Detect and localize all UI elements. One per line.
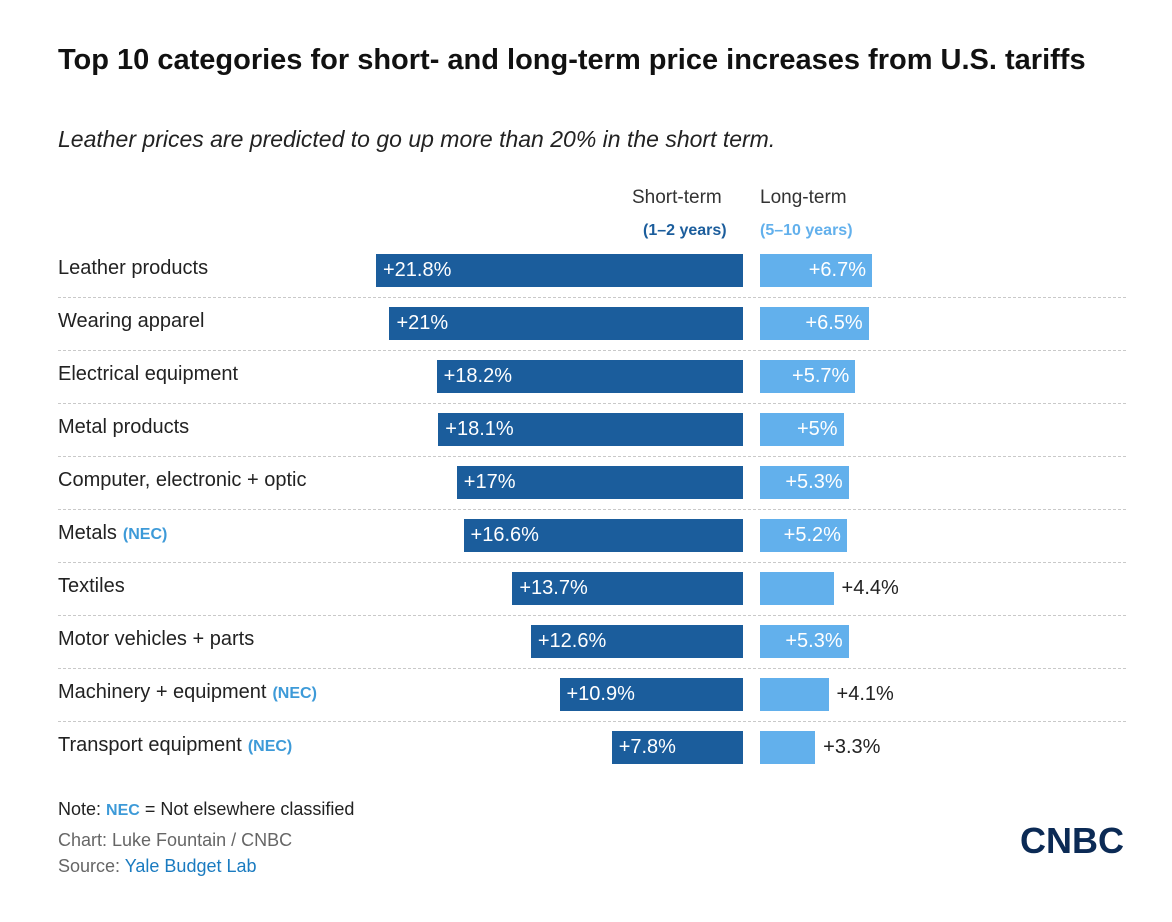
nec-tag: (NEC) xyxy=(122,526,168,543)
category-name: Transport equipment xyxy=(58,734,242,756)
category-label: Machinery + equipment (NEC) xyxy=(58,681,317,704)
long-term-value-label: +5% xyxy=(797,418,838,440)
long-term-bar xyxy=(760,625,849,658)
long-term-value-label: +4.1% xyxy=(836,683,894,705)
row-divider xyxy=(58,615,1126,616)
nec-tag: (NEC) xyxy=(272,685,317,702)
long-term-value-label: +5.7% xyxy=(792,365,850,387)
category-label: Leather products xyxy=(58,257,208,280)
note: Note: NEC = Not elsewhere classified xyxy=(58,799,354,820)
short-term-bar xyxy=(530,625,743,658)
short-term-bar xyxy=(389,307,743,340)
category-label: Computer, electronic + optic xyxy=(58,469,306,492)
long-term-header: Long-term xyxy=(760,187,847,208)
short-term-bar xyxy=(376,254,743,287)
long-term-value-label: +3.3% xyxy=(823,736,881,758)
chart-subtitle: Leather prices are predicted to go up mo… xyxy=(58,126,776,152)
long-term-bar xyxy=(760,413,844,446)
row-divider xyxy=(58,350,1126,351)
category-label: Electrical equipment xyxy=(58,363,238,386)
source-prefix: Source: xyxy=(58,856,121,876)
row-divider xyxy=(58,509,1126,510)
category-name: Metal products xyxy=(58,416,190,438)
chart-credit: Chart: Luke Fountain / CNBC xyxy=(58,830,293,850)
short-term-header: Short-term xyxy=(632,187,722,208)
short-term-value-label: +13.7% xyxy=(519,577,588,599)
short-term-value-label: +18.1% xyxy=(445,418,514,440)
short-term-value-label: +16.6% xyxy=(470,524,539,546)
category-label: Metal products xyxy=(58,416,189,439)
long-term-range: (5–10 years) xyxy=(760,222,853,239)
long-term-bar xyxy=(760,466,849,499)
category-label: Motor vehicles + parts xyxy=(58,628,254,651)
short-term-range: (1–2 years) xyxy=(643,222,727,239)
cnbc-logo-icon: CNBC xyxy=(1020,820,1124,860)
category-name: Leather products xyxy=(58,257,209,279)
row-divider xyxy=(58,721,1126,722)
long-term-value-label: +5.2% xyxy=(783,524,841,546)
category-name: Computer, electronic + optic xyxy=(58,469,307,491)
row-divider xyxy=(58,403,1126,404)
source-link[interactable]: Yale Budget Lab xyxy=(124,856,257,876)
short-term-bar xyxy=(438,413,743,446)
long-term-value-label: +5.3% xyxy=(785,630,843,652)
short-term-bar xyxy=(512,572,743,605)
row-divider xyxy=(58,668,1126,669)
long-term-bar xyxy=(760,678,829,711)
short-term-bar xyxy=(463,519,743,552)
category-name: Motor vehicles + parts xyxy=(58,628,255,650)
category-name: Electrical equipment xyxy=(58,363,239,385)
category-name: Metals xyxy=(58,522,117,544)
category-label: Metals (NEC) xyxy=(58,522,167,545)
short-term-value-label: +10.9% xyxy=(566,683,635,705)
chart-title: Top 10 categories for short- and long-te… xyxy=(58,44,1086,76)
short-term-bar xyxy=(456,466,743,499)
long-term-bar xyxy=(760,572,834,605)
row-divider xyxy=(58,297,1126,298)
nec-tag: (NEC) xyxy=(247,738,293,755)
short-term-value-label: +18.2% xyxy=(443,365,512,387)
note-nec-key: NEC xyxy=(106,802,140,819)
cnbc-logo-text: CNBC xyxy=(1020,820,1124,860)
short-term-value-label: +17% xyxy=(463,471,516,493)
long-term-bar xyxy=(760,307,869,340)
short-term-bar xyxy=(611,731,743,764)
short-term-bar xyxy=(436,360,743,393)
long-term-bar xyxy=(760,731,816,764)
short-term-value-label: +21.8% xyxy=(383,259,452,281)
category-label: Textiles xyxy=(58,575,125,598)
short-term-bar xyxy=(559,678,743,711)
short-term-value-label: +21% xyxy=(396,312,449,334)
category-name: Wearing apparel xyxy=(58,310,205,332)
category-label: Transport equipment (NEC) xyxy=(58,734,292,757)
row-divider xyxy=(58,562,1126,563)
category-name: Textiles xyxy=(58,575,125,597)
short-term-value-label: +12.6% xyxy=(537,630,607,652)
long-term-value-label: +5.3% xyxy=(785,471,843,493)
short-term-value-label: +7.8% xyxy=(618,736,676,758)
long-term-value-label: +6.7% xyxy=(808,259,866,281)
source-line: Source: Yale Budget Lab xyxy=(58,856,257,877)
long-term-bar xyxy=(760,360,856,393)
note-prefix: Note: xyxy=(58,799,102,819)
long-term-bar xyxy=(760,519,847,552)
long-term-value-label: +6.5% xyxy=(805,312,863,334)
category-name: Machinery + equipment xyxy=(58,681,267,703)
long-term-bar xyxy=(760,254,872,287)
category-label: Wearing apparel xyxy=(58,310,204,333)
row-divider xyxy=(58,456,1126,457)
long-term-value-label: +4.4% xyxy=(841,577,899,599)
note-text: = Not elsewhere classified xyxy=(144,799,355,819)
